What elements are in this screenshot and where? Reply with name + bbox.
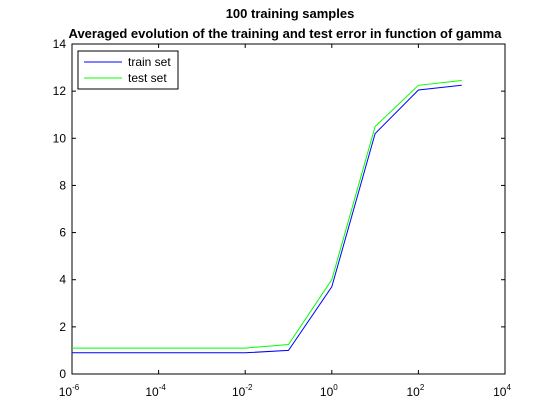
x-tick-exponent: -4	[159, 383, 167, 392]
x-tick-base: 10	[406, 385, 420, 399]
x-tick-label: 10-6	[59, 383, 80, 399]
x-tick-label: 10-4	[145, 383, 166, 399]
series-line-train	[72, 84, 462, 354]
legend-box	[77, 50, 179, 90]
y-tick-label: 6	[59, 226, 66, 240]
x-tick-exponent: 4	[506, 383, 511, 392]
legend-label-train: train set	[128, 55, 171, 69]
x-tick-exponent: 0	[333, 383, 338, 392]
plot-area	[71, 43, 506, 375]
x-tick-label: 104	[493, 383, 511, 399]
x-tick-base: 10	[145, 385, 159, 399]
x-tick-label: 100	[320, 383, 338, 399]
x-tick-base: 10	[493, 385, 507, 399]
x-tick-exponent: 2	[420, 383, 425, 392]
y-tick-label: 8	[59, 178, 66, 192]
y-tick-label: 2	[59, 320, 66, 334]
x-tick-exponent: -2	[245, 383, 253, 392]
y-tick-label: 14	[53, 37, 67, 51]
y-tick-label: 0	[59, 367, 66, 381]
series-line-test	[72, 80, 462, 349]
x-tick-exponent: -6	[72, 383, 80, 392]
y-tick-label: 10	[53, 131, 67, 145]
series-lines	[72, 80, 462, 354]
chart-subtitle: Averaged evolution of the training and t…	[69, 26, 503, 41]
x-tick-label: 10-2	[232, 383, 253, 399]
x-tick-base: 10	[232, 385, 246, 399]
x-tick-base: 10	[320, 385, 334, 399]
legend-label-test: test set	[128, 71, 167, 85]
legend: train set test set	[77, 50, 179, 90]
x-tick-label: 102	[406, 383, 424, 399]
y-tick-label: 4	[59, 273, 66, 287]
y-tick-label: 12	[53, 84, 67, 98]
chart-title: 100 training samples	[226, 6, 355, 21]
x-tick-base: 10	[59, 385, 73, 399]
